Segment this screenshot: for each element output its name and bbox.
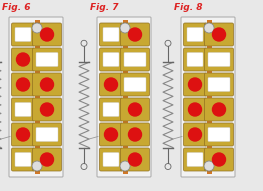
Text: Fig. 7: Fig. 7 [90,3,119,12]
FancyBboxPatch shape [33,23,62,46]
Circle shape [41,153,53,166]
FancyBboxPatch shape [120,48,149,71]
FancyBboxPatch shape [184,123,206,146]
FancyBboxPatch shape [99,123,123,146]
FancyBboxPatch shape [208,78,230,91]
FancyBboxPatch shape [124,78,146,91]
Circle shape [41,78,53,91]
FancyBboxPatch shape [12,73,34,96]
FancyBboxPatch shape [97,17,151,177]
FancyBboxPatch shape [205,123,234,146]
FancyBboxPatch shape [187,28,203,41]
Circle shape [17,53,29,66]
FancyBboxPatch shape [15,103,31,117]
FancyBboxPatch shape [99,98,123,121]
Bar [123,20,128,174]
FancyBboxPatch shape [184,148,206,171]
Circle shape [104,128,118,141]
FancyBboxPatch shape [124,53,146,66]
FancyBboxPatch shape [12,23,34,46]
FancyBboxPatch shape [120,23,149,46]
Circle shape [213,28,225,41]
Circle shape [17,128,29,141]
FancyBboxPatch shape [99,73,123,96]
FancyBboxPatch shape [103,103,119,117]
Circle shape [129,128,141,141]
FancyBboxPatch shape [103,28,119,41]
FancyBboxPatch shape [181,17,235,177]
Circle shape [32,23,42,33]
Circle shape [189,78,201,91]
Text: Fig. 8: Fig. 8 [174,3,203,12]
FancyBboxPatch shape [184,48,206,71]
FancyBboxPatch shape [33,148,62,171]
FancyBboxPatch shape [103,152,119,167]
Circle shape [204,23,214,33]
Text: Fig. 6: Fig. 6 [2,3,31,12]
FancyBboxPatch shape [205,148,234,171]
Circle shape [213,103,225,116]
Bar [206,20,211,174]
FancyBboxPatch shape [33,73,62,96]
FancyBboxPatch shape [12,48,34,71]
FancyBboxPatch shape [15,152,31,167]
FancyBboxPatch shape [99,148,123,171]
FancyBboxPatch shape [36,53,58,66]
FancyBboxPatch shape [36,128,58,142]
FancyBboxPatch shape [184,73,206,96]
FancyBboxPatch shape [120,148,149,171]
FancyBboxPatch shape [184,23,206,46]
Circle shape [104,78,118,91]
FancyBboxPatch shape [15,28,31,41]
FancyBboxPatch shape [205,48,234,71]
FancyBboxPatch shape [205,23,234,46]
FancyBboxPatch shape [99,48,123,71]
Circle shape [129,103,141,116]
FancyBboxPatch shape [184,98,206,121]
Circle shape [189,128,201,141]
FancyBboxPatch shape [103,53,119,66]
FancyBboxPatch shape [187,152,203,167]
FancyBboxPatch shape [99,23,123,46]
FancyBboxPatch shape [9,17,63,177]
Circle shape [129,153,141,166]
FancyBboxPatch shape [12,148,34,171]
Circle shape [204,161,214,171]
FancyBboxPatch shape [208,53,230,66]
FancyBboxPatch shape [12,123,34,146]
FancyBboxPatch shape [33,48,62,71]
FancyBboxPatch shape [33,123,62,146]
Circle shape [120,23,130,33]
FancyBboxPatch shape [120,98,149,121]
FancyBboxPatch shape [205,98,234,121]
FancyBboxPatch shape [33,98,62,121]
FancyBboxPatch shape [187,53,203,66]
Circle shape [17,78,29,91]
Circle shape [189,103,201,116]
Circle shape [120,161,130,171]
Circle shape [41,28,53,41]
FancyBboxPatch shape [205,73,234,96]
Circle shape [41,103,53,116]
FancyBboxPatch shape [120,73,149,96]
Circle shape [32,161,42,171]
Circle shape [213,153,225,166]
Bar [34,20,39,174]
FancyBboxPatch shape [208,128,230,142]
Circle shape [129,28,141,41]
FancyBboxPatch shape [12,98,34,121]
FancyBboxPatch shape [120,123,149,146]
